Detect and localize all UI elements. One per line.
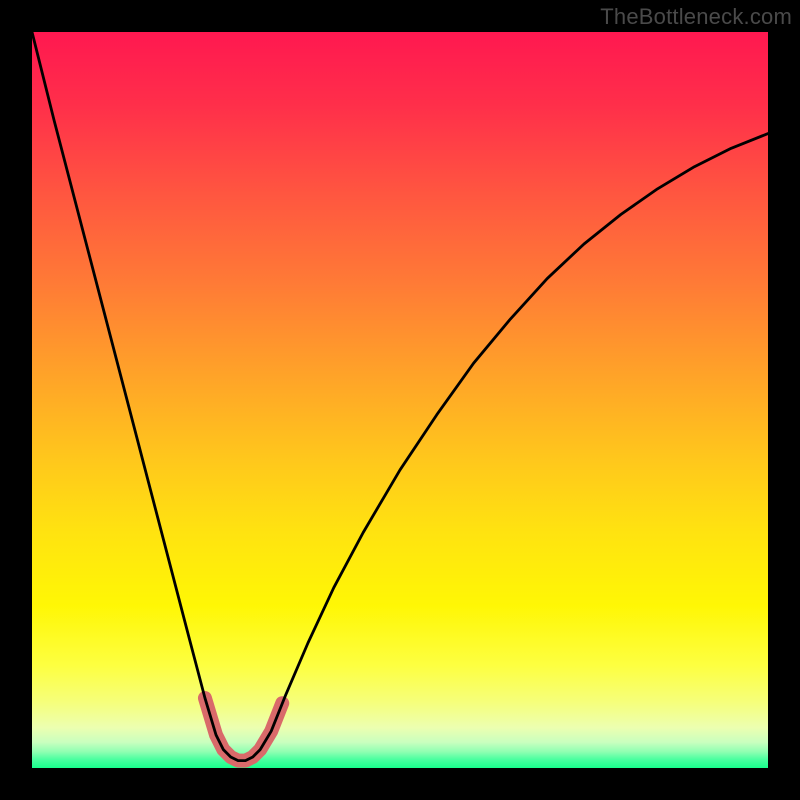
bottleneck-chart xyxy=(0,0,800,800)
chart-root: TheBottleneck.com xyxy=(0,0,800,800)
plot-background xyxy=(32,32,768,768)
